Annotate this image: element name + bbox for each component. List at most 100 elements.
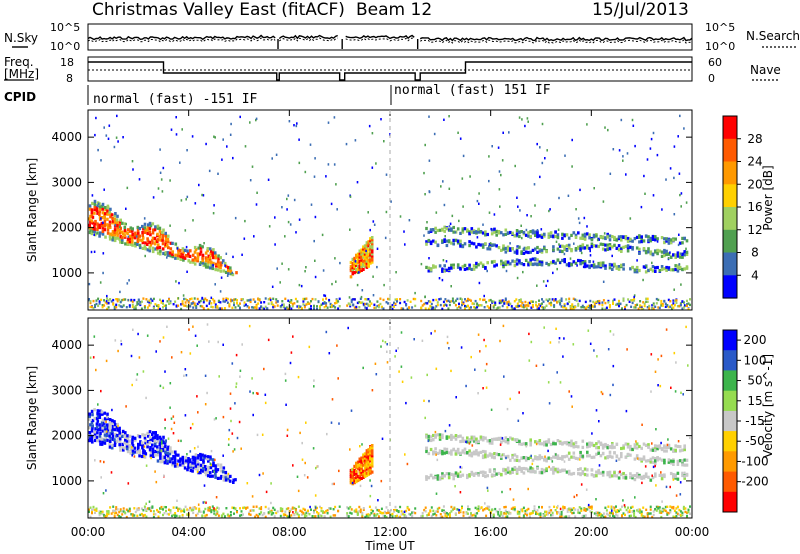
range-cell (229, 298, 232, 301)
range-cell (304, 461, 306, 465)
range-cell (239, 507, 241, 510)
range-cell (166, 447, 169, 451)
range-cell (556, 371, 558, 374)
range-cell (438, 435, 442, 439)
range-cell (502, 468, 505, 473)
range-cell (617, 267, 621, 271)
range-cell (211, 508, 214, 512)
range-cell (629, 267, 632, 271)
range-cell (174, 515, 177, 519)
range-cell (678, 265, 682, 270)
range-cell (547, 456, 551, 460)
range-cell (316, 307, 318, 311)
range-cell (182, 463, 185, 467)
range-cell (436, 451, 440, 455)
range-cell (181, 513, 184, 517)
range-cell (459, 470, 462, 474)
range-cell (444, 510, 447, 514)
range-cell (125, 222, 127, 226)
x-axis-label: Time UT (364, 539, 415, 553)
range-cell (152, 454, 155, 458)
x-tick-label: 00:00 (675, 525, 710, 539)
range-cell (168, 513, 170, 516)
range-cell (136, 507, 139, 510)
range-cell (633, 295, 635, 299)
range-cell (624, 442, 628, 446)
range-cell (103, 433, 107, 437)
range-cell (358, 467, 362, 471)
range-cell (597, 440, 600, 444)
range-cell (450, 510, 453, 513)
range-cell (356, 462, 360, 466)
range-cell (216, 260, 220, 264)
range-cell (367, 264, 370, 268)
range-cell (123, 446, 126, 450)
range-cell (429, 509, 432, 512)
range-cell (604, 264, 607, 268)
range-cell (497, 471, 501, 476)
range-cell (584, 300, 587, 304)
range-cell (556, 439, 560, 443)
range-cell (305, 303, 308, 306)
x-tick-label: 20:00 (574, 525, 609, 539)
range-cell (287, 507, 290, 510)
range-cell (284, 379, 287, 382)
range-cell (459, 306, 462, 309)
range-cell (171, 514, 174, 518)
range-cell (391, 512, 394, 516)
range-cell (251, 509, 254, 512)
range-cell (660, 299, 663, 303)
range-cell (386, 343, 388, 346)
range-cell (539, 512, 542, 515)
range-cell (360, 254, 363, 258)
range-cell (638, 444, 641, 449)
range-cell (489, 298, 492, 302)
range-cell (333, 163, 336, 166)
range-cell (399, 515, 402, 519)
range-cell (507, 512, 510, 515)
range-cell (450, 241, 453, 245)
range-cell (166, 459, 169, 463)
range-cell (665, 449, 668, 453)
range-cell (408, 512, 411, 516)
range-cell (513, 234, 517, 238)
range-cell (436, 477, 440, 481)
range-cell (387, 511, 389, 514)
range-cell (88, 282, 91, 286)
range-cell (522, 442, 526, 446)
range-cell (459, 509, 462, 512)
range-cell (689, 298, 691, 301)
range-cell (320, 303, 323, 307)
range-cell (676, 254, 680, 258)
range-cell (323, 294, 325, 297)
range-cell (382, 307, 385, 310)
range-cell (188, 254, 192, 258)
range-cell (289, 223, 292, 226)
range-cell (207, 506, 210, 510)
range-cell (649, 448, 653, 452)
range-cell (528, 515, 531, 518)
range-cell (113, 220, 117, 224)
range-cell (208, 300, 211, 303)
range-cell (143, 436, 147, 440)
range-cell (667, 266, 671, 270)
range-cell (367, 454, 370, 458)
range-cell (323, 306, 326, 309)
range-cell (654, 238, 657, 242)
range-cell (599, 513, 602, 516)
range-cell (608, 450, 612, 454)
colorbar-swatch (723, 431, 737, 452)
range-cell (520, 469, 523, 473)
range-cell (290, 508, 293, 511)
colorbar-tick-label: 50 (747, 374, 762, 388)
range-cell (365, 249, 369, 253)
range-cell (682, 306, 685, 309)
range-cell (125, 508, 128, 511)
range-cell (113, 443, 117, 447)
range-cell (359, 301, 362, 304)
range-cell (572, 297, 575, 300)
range-cell (206, 323, 209, 326)
range-cell (660, 302, 663, 305)
range-cell (672, 306, 675, 309)
range-cell (355, 255, 358, 259)
